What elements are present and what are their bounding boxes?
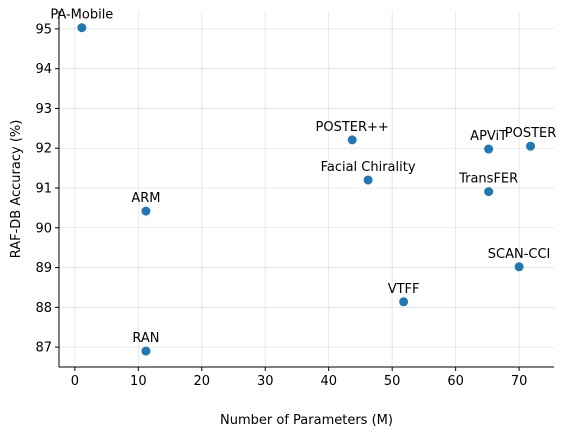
point-label-3: POSTER [505,126,557,141]
data-point-7 [514,262,524,272]
data-point-4 [363,175,373,185]
axes: 0 10 20 30 40 50 60 70 87 88 89 90 91 92 93 94 95 [35,11,554,389]
point-label-4: Facial Chirality [321,160,416,175]
y-tick-label-4: 91 [35,182,52,197]
y-tick-label-5: 92 [35,142,52,157]
data-point-6 [141,206,151,216]
data-point-1 [347,135,357,145]
point-label-7: SCAN-CCI [488,247,551,262]
point-label-8: VTFF [388,282,420,297]
point-label-1: POSTER++ [316,120,389,135]
data-point-3 [526,141,536,151]
x-tick-label-7: 70 [511,374,528,389]
grid [59,11,554,367]
x-axis-label: Number of Parameters (M) [220,413,393,428]
point-label-2: APViT [470,129,507,144]
y-tick-label-8: 95 [35,22,52,37]
x-tick-label-0: 0 [71,374,79,389]
y-tick-label-7: 94 [35,62,52,77]
data-points [77,23,536,356]
y-tick-label-6: 93 [35,102,52,117]
y-tick-label-1: 88 [35,301,52,316]
data-point-0 [77,23,87,33]
x-tick-label-2: 20 [194,374,211,389]
point-label-6: ARM [131,191,160,206]
x-tick-label-5: 50 [384,374,401,389]
x-tick-label-1: 10 [130,374,147,389]
y-axis-label: RAF-DB Accuracy (%) [9,120,24,259]
y-tick-label-3: 90 [35,221,52,236]
data-point-9 [141,346,151,356]
point-label-9: RAN [132,331,159,346]
x-tick-label-3: 30 [257,374,274,389]
data-point-8 [399,297,409,307]
x-tick-label-4: 40 [320,374,337,389]
y-tick-label-2: 89 [35,261,52,276]
x-tick-label-6: 60 [447,374,464,389]
y-tick-label-0: 87 [35,341,52,356]
point-label-0: PA-Mobile [50,8,113,23]
point-label-5: TransFER [458,172,518,187]
data-point-2 [484,144,494,154]
data-point-5 [484,187,494,197]
